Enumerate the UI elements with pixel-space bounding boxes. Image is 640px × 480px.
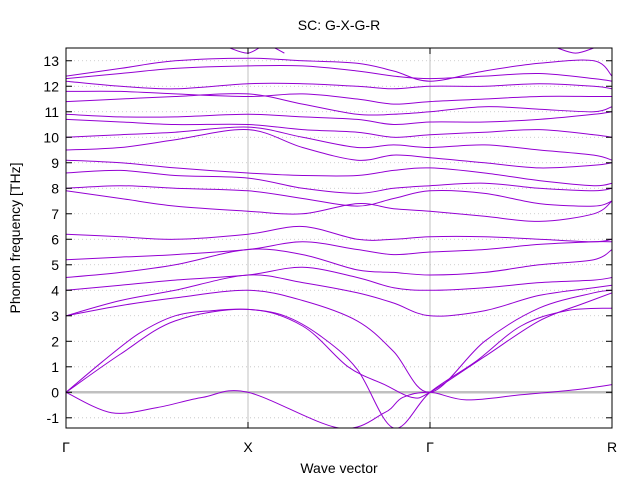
phonon-band <box>66 225 612 243</box>
phonon-band <box>66 80 612 90</box>
phonon-band <box>66 90 612 105</box>
phonon-band <box>66 248 612 278</box>
y-tick-label: 1 <box>51 359 59 375</box>
phonon-band <box>66 118 612 138</box>
phonon-band <box>557 48 594 54</box>
phonon-band <box>66 93 612 116</box>
y-tick-label: 6 <box>51 231 59 247</box>
y-tick-label: 4 <box>51 282 59 298</box>
phonon-band <box>66 289 612 393</box>
y-tick-label: -1 <box>47 410 60 426</box>
y-tick-label: 5 <box>51 257 59 273</box>
y-tick-label: 11 <box>44 104 59 120</box>
phonon-band <box>66 111 612 126</box>
phonon-band <box>66 169 612 194</box>
phonon-band <box>66 384 612 428</box>
phonon-band <box>66 185 612 207</box>
x-tick-label: X <box>243 439 253 455</box>
chart-title: SC: G-X-G-R <box>298 17 380 33</box>
phonon-band <box>66 241 612 261</box>
y-tick-label: 13 <box>43 53 59 69</box>
bands <box>66 48 612 428</box>
y-tick-label: 12 <box>43 78 59 94</box>
grid <box>66 48 612 428</box>
phonon-band <box>66 266 612 291</box>
x-axis-label: Wave vector <box>300 460 378 476</box>
plot-frame <box>65 47 613 429</box>
phonon-band <box>66 292 612 399</box>
phonon-band <box>66 129 612 169</box>
x-tick-label: Γ <box>62 439 70 455</box>
phonon-band <box>66 274 612 317</box>
phonon-band <box>66 57 612 82</box>
y-axis-label: Phonon frequency [THz] <box>7 163 23 314</box>
phonon-band <box>66 190 612 222</box>
phonon-band <box>66 307 612 428</box>
phonon-band <box>66 159 612 187</box>
y-tick-label: 0 <box>51 384 59 400</box>
x-tick-label: R <box>607 439 617 455</box>
x-tick-label: Γ <box>426 439 434 455</box>
y-tick-label: 10 <box>43 129 59 145</box>
phonon-band <box>66 126 612 161</box>
y-tick-label: 9 <box>51 155 59 171</box>
y-tick-label: 7 <box>51 206 59 222</box>
phonon-band <box>66 64 612 82</box>
y-tick-label: 8 <box>51 180 59 196</box>
y-tick-label: 3 <box>51 308 59 324</box>
y-tick-label: 2 <box>51 333 59 349</box>
phonon-band <box>229 48 285 54</box>
